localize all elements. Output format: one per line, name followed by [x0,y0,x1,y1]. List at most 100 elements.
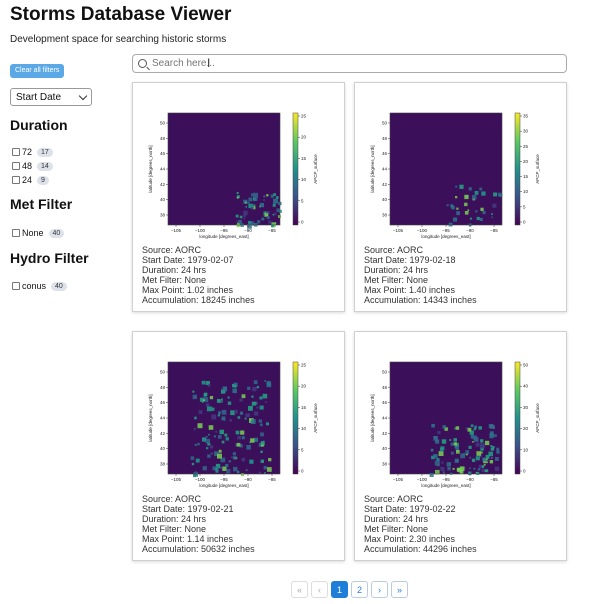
colorbar-tick-label: 15 [301,405,307,410]
page-button-1[interactable]: 1 [331,581,348,598]
search-bar[interactable] [132,54,567,73]
x-tick-label: −85 [268,477,276,482]
y-tick-label: 46 [160,400,166,405]
x-tick-label: −100 [417,228,428,233]
storm-details: Source: AORC Start Date: 1979-02-07 Durati… [142,245,255,305]
storm-accumulation: Accumulation: 18245 inches [142,295,255,305]
search-icon [138,59,147,68]
y-axis-label: latitude [degrees_north] [370,394,375,441]
page-button-2[interactable]: 2 [351,581,368,598]
sort-select[interactable]: Start Date [10,88,92,106]
storm-precip-map: −105 −100 −95 −90 −85 longitude [degrees_east… [370,361,540,488]
storm-max-point: Max Point: 1.02 inches [142,285,234,295]
storm-met-filter: Met Filter: None [364,275,429,285]
colorbar [514,361,521,475]
last-page-button[interactable]: » [391,581,408,598]
y-tick-label: 40 [160,197,166,202]
colorbar-tick-label: 25 [523,144,529,149]
first-page-button[interactable]: « [291,581,308,598]
checkbox[interactable] [12,162,20,170]
colorbar-tick-label: 0 [523,220,526,225]
colorbar-label: APCP_surface [313,403,318,433]
storm-card[interactable]: −105 −100 −95 −90 −85 longitude [degrees_east… [132,331,345,561]
x-axis-label: longitude [degrees_east] [421,483,470,488]
y-tick-label: 50 [160,121,166,126]
colorbar-tick-label: 20 [523,426,529,431]
y-axis-label: latitude [degrees_north] [148,145,153,192]
storm-card[interactable]: −105 −100 −95 −90 −85 longitude [degrees_east… [354,82,567,312]
y-tick-label: 48 [160,385,166,390]
checkbox[interactable] [12,282,20,290]
x-tick-label: −90 [466,228,474,233]
y-tick-label: 48 [382,136,388,141]
search-input[interactable] [150,57,566,70]
y-tick-label: 38 [160,213,166,218]
y-tick-label: 48 [382,385,388,390]
x-tick-label: −85 [490,477,498,482]
storm-start-date: Start Date: 1979-02-21 [142,504,234,514]
storm-duration: Duration: 24 hrs [142,265,207,275]
storm-source: Source: AORC [364,245,424,255]
x-tick-label: −95 [442,477,450,482]
x-tick-label: −105 [171,228,182,233]
colorbar-tick-label: 10 [301,177,307,182]
y-tick-label: 38 [160,462,166,467]
filter-option-label: 48 [22,161,33,171]
colorbar-tick-label: 25 [301,114,307,119]
checkbox[interactable] [12,176,20,184]
storm-card[interactable]: −105 −100 −95 −90 −85 longitude [degrees_east… [132,82,345,312]
y-tick-label: 44 [382,167,388,172]
storm-source: Source: AORC [142,245,202,255]
colorbar-tick-label: 30 [523,405,529,410]
storm-max-point: Max Point: 1.14 inches [142,534,234,544]
filter-option-duration-72[interactable]: 72 17 [12,146,53,158]
x-tick-label: −85 [490,228,498,233]
pagination: « ‹ 1 2 › » [291,581,408,598]
colorbar-tick-label: 20 [301,384,307,389]
clear-filters-button[interactable]: Clear all filters [10,64,65,78]
storm-met-filter: Met Filter: None [142,524,207,534]
storm-precip-map: −105 −100 −95 −90 −85 longitude [degrees_east… [370,112,540,239]
colorbar-tick-label: 15 [301,156,307,161]
colorbar-tick-label: 10 [523,189,529,194]
colorbar-tick-label: 40 [523,384,529,389]
page-title: Storms Database Viewer [10,4,232,25]
colorbar-label: APCP_surface [535,154,540,184]
checkbox[interactable] [12,148,20,156]
text-cursor-icon: I [207,56,211,70]
filter-option-label: None [22,228,44,238]
y-tick-label: 42 [382,182,388,187]
colorbar-tick-label: 5 [301,198,304,203]
count-badge: 14 [37,161,53,171]
y-tick-label: 42 [382,431,388,436]
storm-accumulation: Accumulation: 50632 inches [142,544,255,554]
colorbar-tick-label: 5 [301,447,304,452]
filter-option-hydro-conus[interactable]: conus 40 [12,280,67,292]
filter-option-duration-24[interactable]: 24 9 [12,174,49,186]
colorbar [292,361,299,475]
y-tick-label: 40 [160,446,166,451]
colorbar-tick-label: 0 [301,220,304,225]
x-tick-label: −95 [220,228,228,233]
colorbar-tick-label: 0 [301,469,304,474]
storm-card[interactable]: −105 −100 −95 −90 −85 longitude [degrees_east… [354,331,567,561]
y-tick-label: 40 [382,446,388,451]
filter-option-label: 72 [22,147,33,157]
count-badge: 17 [37,147,53,157]
colorbar-tick-label: 5 [523,204,526,209]
y-tick-label: 44 [160,167,166,172]
colorbar-tick-label: 10 [301,426,307,431]
filter-option-met-none[interactable]: None 40 [12,227,65,239]
y-tick-label: 48 [160,136,166,141]
y-tick-label: 50 [382,370,388,375]
storm-max-point: Max Point: 2.30 inches [364,534,456,544]
y-tick-label: 44 [382,416,388,421]
y-tick-label: 46 [382,400,388,405]
prev-page-button[interactable]: ‹ [311,581,328,598]
checkbox[interactable] [12,229,20,237]
next-page-button[interactable]: › [371,581,388,598]
x-tick-label: −90 [244,477,252,482]
count-badge: 9 [37,175,49,185]
filter-title-duration: Duration [10,117,68,133]
filter-option-duration-48[interactable]: 48 14 [12,160,53,172]
